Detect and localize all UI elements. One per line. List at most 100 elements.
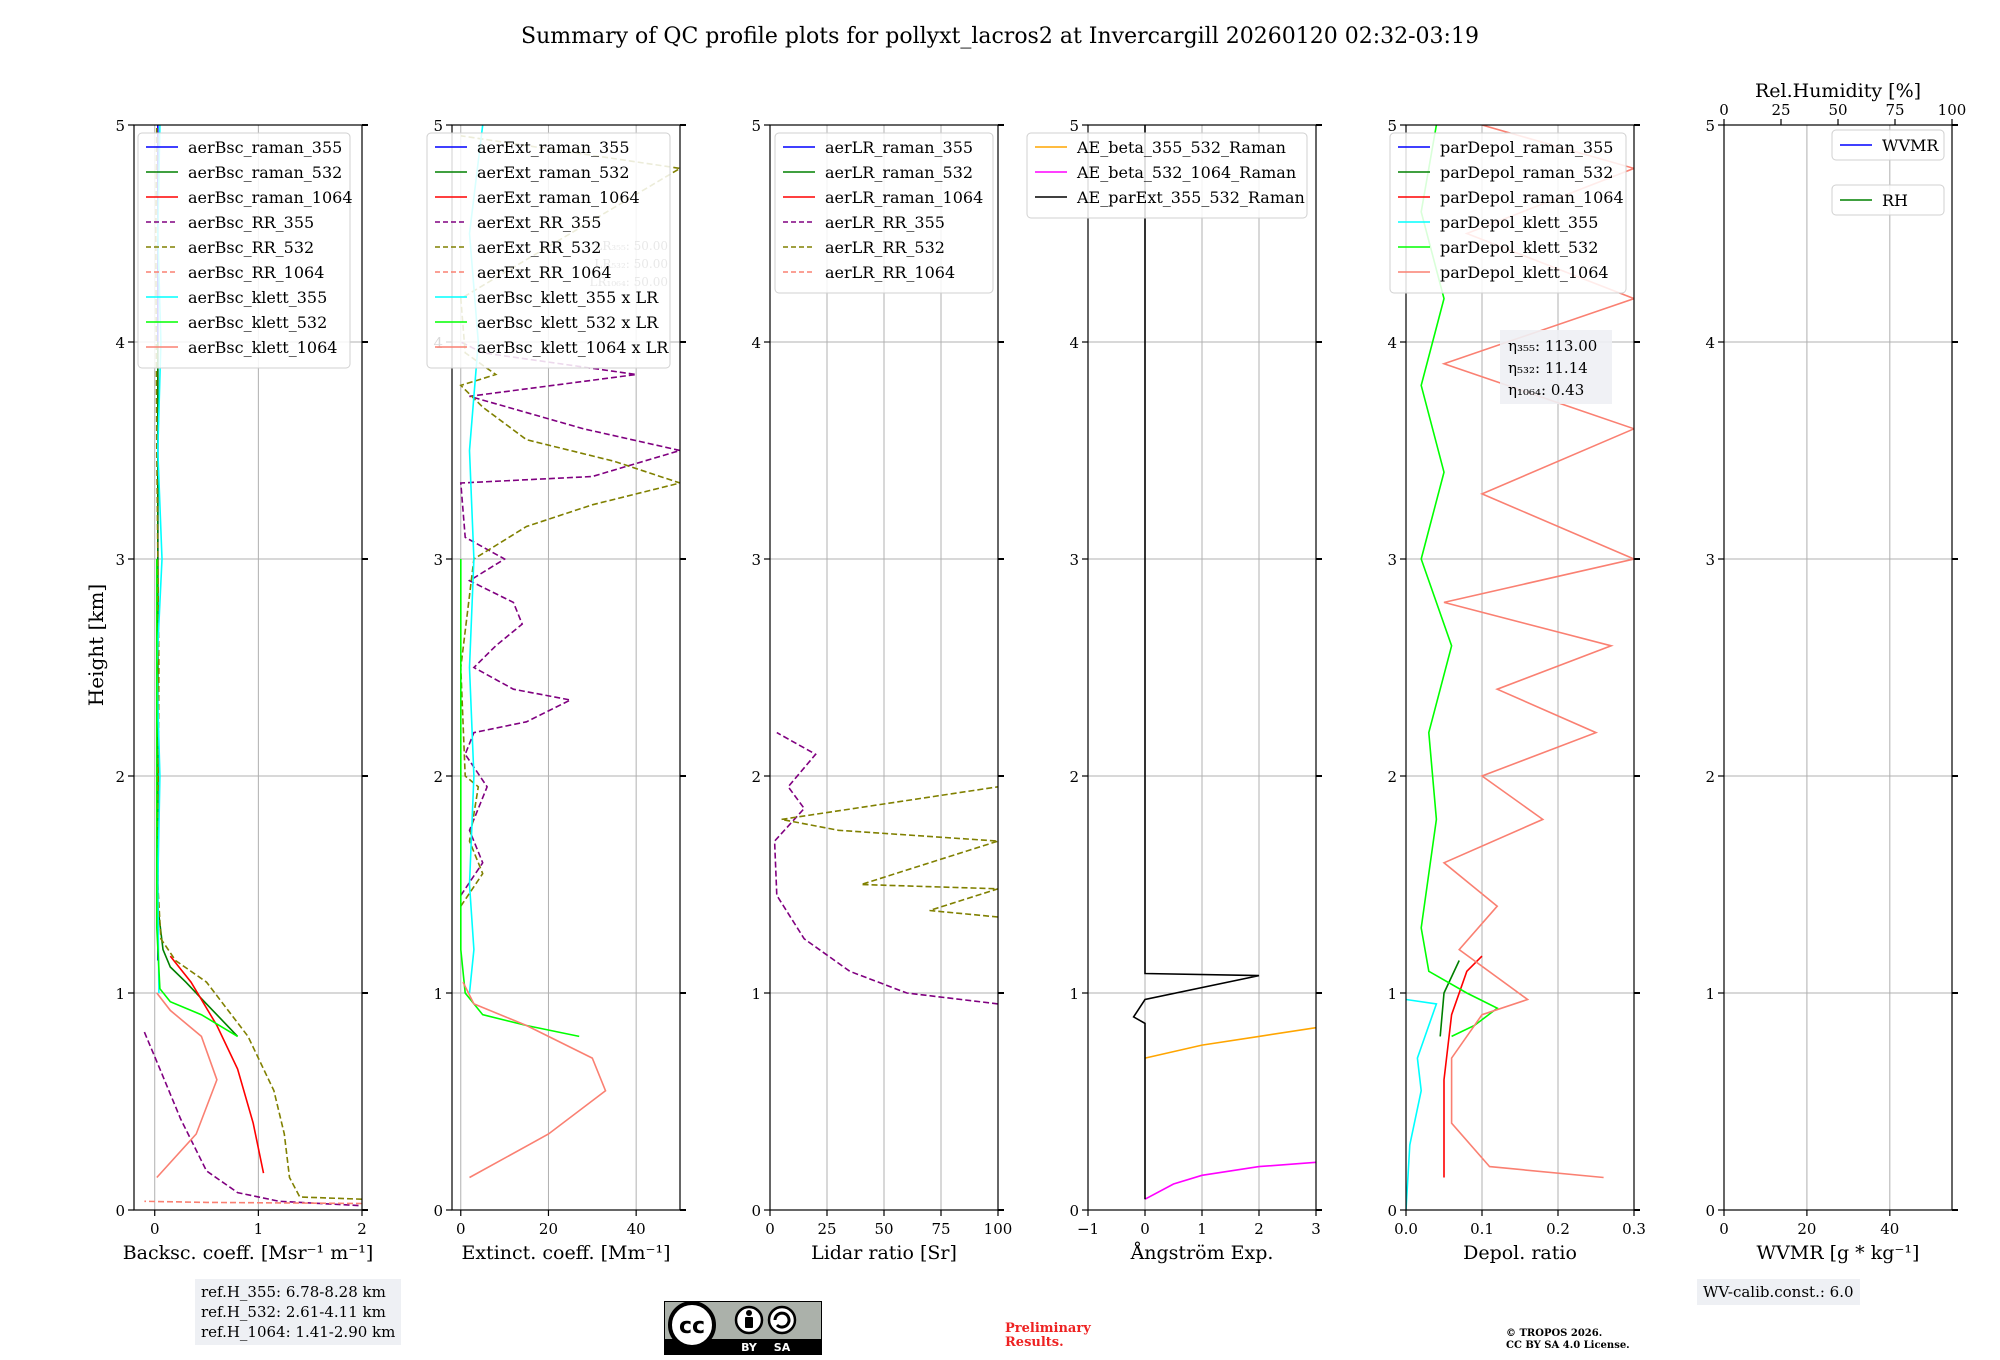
series-line-AE_beta_532_1064_Raman bbox=[1144, 1161, 1316, 1200]
series-line-parDepol_raman_532 bbox=[1439, 960, 1460, 1037]
figure-title: Summary of QC profile plots for pollyxt_… bbox=[521, 24, 1479, 49]
badge-by-label: BY bbox=[741, 1341, 758, 1354]
legend: aerBsc_raman_355 aerBsc_raman_532 aerBsc_r… bbox=[137, 132, 353, 369]
share-alike-arrow bbox=[773, 1311, 791, 1329]
x-tick-label: 20 bbox=[1797, 1220, 1816, 1238]
x-tick-label: 0.1 bbox=[1470, 1220, 1494, 1238]
x-tick-label: 40 bbox=[1880, 1220, 1899, 1238]
series-line-aerLR_RR_355 bbox=[773, 731, 998, 1005]
panel-5: 0 1 2 3 4 5 0.0 0.1 0.2 0.3 Depol. ratio parDepol_r… bbox=[1387, 117, 1645, 1264]
y-tick-label: 2 bbox=[433, 768, 443, 786]
y-tick-label: 0 bbox=[115, 1202, 125, 1220]
x-tick-label: 75 bbox=[931, 1220, 950, 1238]
y-tick-label: 0 bbox=[433, 1202, 443, 1220]
y-tick-label: 4 bbox=[115, 334, 125, 352]
legend-box bbox=[1831, 184, 1945, 216]
legend-label: RH bbox=[1882, 191, 1908, 210]
legend-label: AE_parExt_355_532_Raman bbox=[1076, 188, 1305, 207]
x-tick-label: 0 bbox=[1719, 1220, 1729, 1238]
eta-box: η₃₅₅: 113.00 η₅₃₂: 11.14 η₁₀₆₄: 0.43 bbox=[1500, 330, 1612, 404]
legend: aerLR_raman_355 aerLR_raman_532 aerLR_rama… bbox=[774, 132, 994, 294]
series-line-AE_parExt_355_532_Raman bbox=[1132, 125, 1260, 1200]
x-axis-label: Lidar ratio [Sr] bbox=[811, 1242, 957, 1264]
legend-label: aerLR_raman_532 bbox=[825, 163, 973, 182]
series-line-aerBsc_RR_532 bbox=[154, 125, 362, 1200]
y-tick-label: 5 bbox=[1069, 117, 1079, 135]
y-tick-label: 1 bbox=[115, 985, 125, 1003]
badge-sa-label: SA bbox=[774, 1341, 791, 1354]
series-group bbox=[773, 731, 998, 1005]
legend-label: WVMR bbox=[1882, 136, 1939, 155]
x-tick-label: −1 bbox=[1077, 1220, 1099, 1238]
x-tick-label: 0 bbox=[150, 1220, 160, 1238]
series-line-aerBsc_klett_1064 x LR bbox=[462, 981, 607, 1179]
eta-label: η₁₀₆₄: 0.43 bbox=[1508, 381, 1584, 399]
y-tick-label: 5 bbox=[1705, 117, 1715, 135]
y-tick-label: 1 bbox=[1069, 985, 1079, 1003]
y-tick-label: 0 bbox=[1705, 1202, 1715, 1220]
y-tick-label: 3 bbox=[1069, 551, 1079, 569]
legend-label: aerBsc_RR_1064 bbox=[188, 263, 324, 282]
person-head bbox=[746, 1310, 752, 1316]
x-tick-label: 0.2 bbox=[1546, 1220, 1570, 1238]
x-tick-label: 100 bbox=[984, 1220, 1013, 1238]
y-tick-label: 5 bbox=[751, 117, 761, 135]
y-tick-label: 4 bbox=[751, 334, 761, 352]
x-tick-label: 40 bbox=[627, 1220, 646, 1238]
top-x-tick-label: 100 bbox=[1938, 101, 1967, 119]
legend-label: parDepol_klett_1064 bbox=[1440, 263, 1609, 282]
x-tick-label: 0.0 bbox=[1394, 1220, 1418, 1238]
x-tick-label: 0.3 bbox=[1622, 1220, 1646, 1238]
ref-height-1064: ref.H_1064: 1.41-2.90 km bbox=[201, 1323, 396, 1341]
cc-letters: cc bbox=[679, 1314, 705, 1339]
legend-label: aerExt_RR_355 bbox=[477, 213, 601, 232]
legend: AE_beta_355_532_Raman AE_beta_532_1064_Ra… bbox=[1026, 132, 1308, 219]
reference-height-box: ref.H_355: 6.78-8.28 km ref.H_532: 2.61-… bbox=[195, 1279, 402, 1345]
y-tick-label: 2 bbox=[1387, 768, 1397, 786]
series-line-parDepol_klett_355 bbox=[1406, 998, 1438, 1210]
x-tick-label: 2 bbox=[1254, 1220, 1264, 1238]
top-x-tick-label: 50 bbox=[1828, 101, 1847, 119]
y-tick-label: 2 bbox=[751, 768, 761, 786]
x-axis-label: Depol. ratio bbox=[1463, 1242, 1577, 1264]
y-tick-label: 3 bbox=[1705, 551, 1715, 569]
legend-label: aerExt_RR_532 bbox=[477, 238, 601, 257]
y-tick-label: 2 bbox=[1069, 768, 1079, 786]
legend-label: aerExt_raman_1064 bbox=[477, 188, 640, 207]
legend-label: AE_beta_532_1064_Raman bbox=[1076, 163, 1296, 182]
x-tick-label: 50 bbox=[874, 1220, 893, 1238]
y-tick-label: 4 bbox=[1069, 334, 1079, 352]
legend-label: parDepol_raman_532 bbox=[1440, 163, 1613, 182]
y-tick-label: 3 bbox=[1387, 551, 1397, 569]
legend: parDepol_raman_355 parDepol_raman_532 parD… bbox=[1389, 132, 1627, 294]
y-tick-label: 4 bbox=[1387, 334, 1397, 352]
legend-label: aerLR_RR_355 bbox=[825, 213, 945, 232]
x-tick-label: 1 bbox=[1197, 1220, 1207, 1238]
y-tick-label: 3 bbox=[433, 551, 443, 569]
legend-label: aerBsc_raman_1064 bbox=[188, 188, 353, 207]
legend-label: aerBsc_klett_1064 bbox=[188, 338, 337, 357]
legend-label: aerBsc_RR_532 bbox=[188, 238, 314, 257]
series-line-aerBsc_RR_1064 bbox=[144, 1200, 362, 1205]
x-tick-label: 3 bbox=[1311, 1220, 1321, 1238]
wv-calibration-box: WV-calib.const.: 6.0 bbox=[1697, 1279, 1860, 1305]
axes-frame bbox=[451, 124, 681, 1211]
legend-label: aerLR_RR_532 bbox=[825, 238, 945, 257]
x-tick-label: 1 bbox=[254, 1220, 264, 1238]
y-tick-label: 5 bbox=[1387, 117, 1397, 135]
series-line-aerBsc_RR_355 bbox=[143, 1031, 362, 1207]
legend-label: aerLR_raman_1064 bbox=[825, 188, 983, 207]
y-tick-label: 3 bbox=[751, 551, 761, 569]
y-tick-label: 0 bbox=[751, 1202, 761, 1220]
top-x-tick-label: 25 bbox=[1771, 101, 1790, 119]
y-tick-label: 1 bbox=[1705, 985, 1715, 1003]
legend-label: parDepol_raman_1064 bbox=[1440, 188, 1624, 207]
legend-label: AE_beta_355_532_Raman bbox=[1076, 138, 1286, 157]
axes-frame bbox=[133, 124, 363, 1211]
legend-label: aerBsc_klett_1064 x LR bbox=[477, 338, 669, 357]
x-tick-label: 25 bbox=[817, 1220, 836, 1238]
series-line-aerBsc_klett_532 bbox=[156, 559, 239, 1038]
x-axis-label: Ångström Exp. bbox=[1130, 1242, 1274, 1264]
